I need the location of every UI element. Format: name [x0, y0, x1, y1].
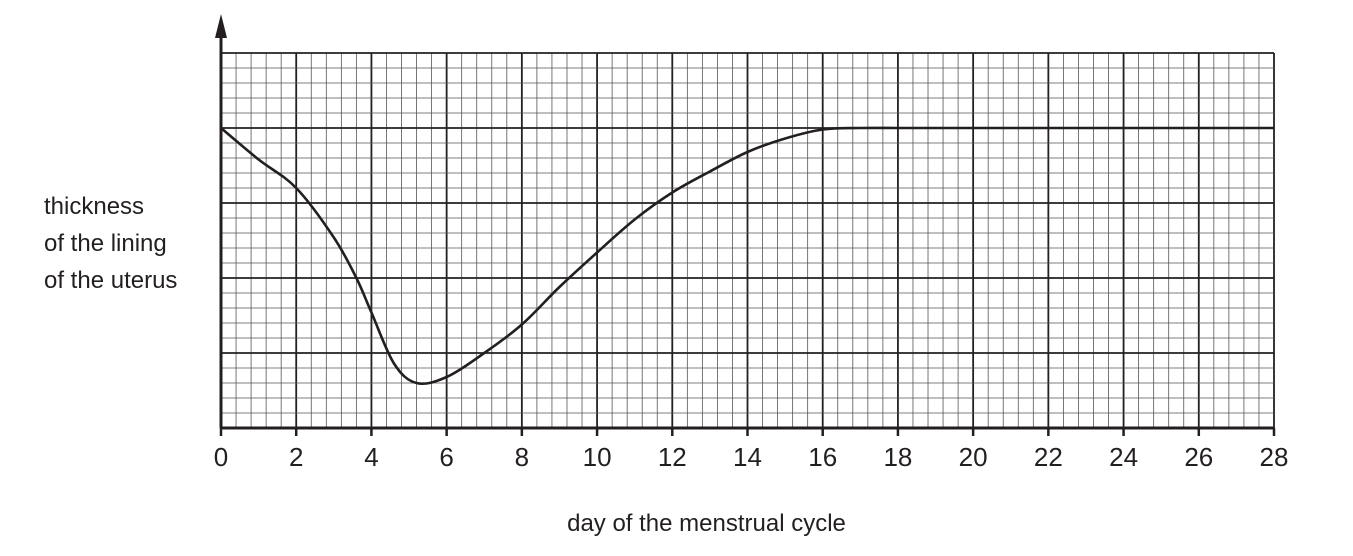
y-axis-label-line: of the lining: [44, 230, 167, 257]
x-tick-label: 6: [439, 442, 453, 472]
x-tick-label: 20: [959, 442, 988, 472]
y-axis-label-line: of the uterus: [44, 267, 178, 294]
x-tick-label: 18: [883, 442, 912, 472]
x-tick-label: 26: [1184, 442, 1213, 472]
axes: [215, 14, 1274, 430]
x-tick-label: 4: [364, 442, 378, 472]
y-axis-label-line: thickness: [44, 193, 145, 220]
x-ticks: 0 2 4 6 8 10 12 14 16 18 20 22 24 26 28: [214, 428, 1289, 472]
x-tick-label: 0: [214, 442, 228, 472]
x-tick-label: 10: [583, 442, 612, 472]
x-axis-label: day of the menstrual cycle: [567, 510, 846, 537]
x-tick-label: 2: [289, 442, 303, 472]
x-tick-label: 16: [808, 442, 837, 472]
grid: [220, 52, 1275, 429]
series-line: [220, 126, 1274, 386]
y-axis-arrow-icon: [215, 14, 227, 38]
x-tick-label: 24: [1109, 442, 1138, 472]
x-tick-label: 28: [1260, 442, 1289, 472]
x-tick-label: 22: [1034, 442, 1063, 472]
x-tick-label: 12: [658, 442, 687, 472]
x-tick-label: 8: [515, 442, 529, 472]
x-tick-label: 14: [733, 442, 762, 472]
y-axis-label: thickness of the lining of the uterus: [44, 188, 177, 299]
